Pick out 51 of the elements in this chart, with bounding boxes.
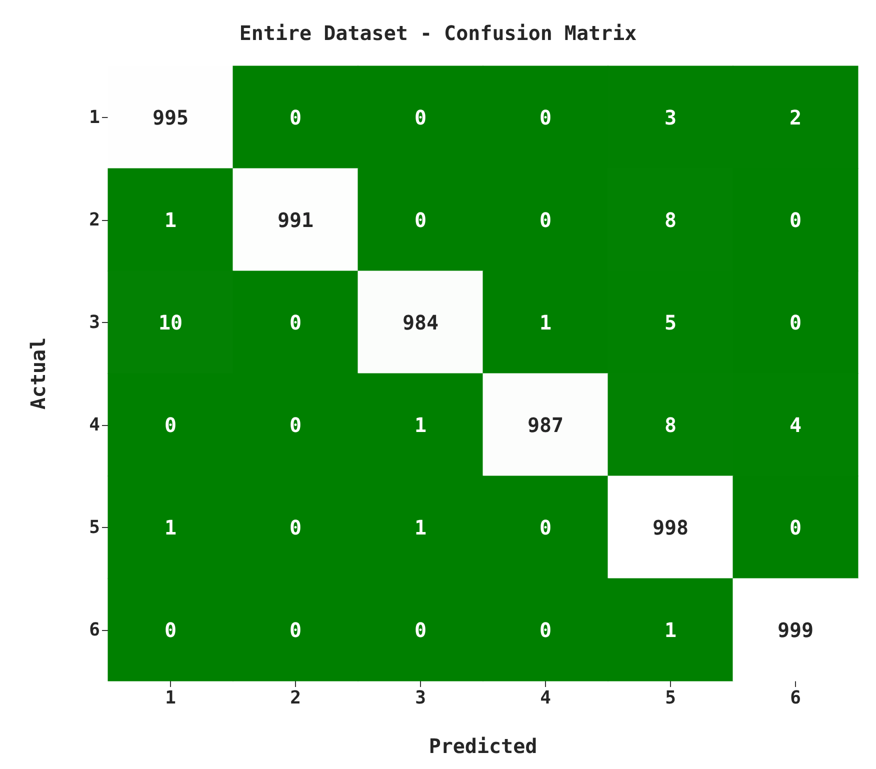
data-label: 4 (789, 412, 802, 437)
x-tick-label: 5 (665, 688, 676, 708)
data-label: 999 (777, 618, 814, 642)
x-tick-label: 3 (415, 688, 426, 708)
x-tick-label: 2 (290, 688, 301, 708)
data-label: 8 (664, 412, 677, 437)
x-axis-title: Predicted (428, 734, 538, 758)
chart-title: Entire Dataset - Confusion Matrix (239, 21, 637, 45)
data-label: 0 (414, 208, 427, 232)
x-tick-label: 6 (790, 688, 801, 708)
y-tick-label: 6 (89, 619, 100, 640)
data-label: 0 (289, 310, 302, 334)
data-label: 984 (402, 310, 439, 334)
y-tick-label: 3 (89, 312, 100, 333)
data-label: 0 (539, 515, 552, 540)
data-label: 987 (527, 412, 564, 437)
x-tick-label: 1 (165, 688, 176, 708)
data-label: 1 (664, 618, 677, 642)
data-label: 0 (289, 105, 302, 130)
data-label: 0 (414, 105, 427, 130)
data-label: 0 (789, 515, 802, 540)
data-label: 0 (789, 208, 802, 232)
data-label: 3 (664, 105, 677, 130)
data-label: 5 (664, 310, 677, 334)
y-axis-title: Actual (26, 337, 50, 410)
data-label: 10 (158, 310, 183, 334)
data-label: 998 (652, 515, 689, 540)
data-label: 0 (289, 412, 302, 437)
data-label: 0 (164, 618, 177, 642)
data-label: 0 (789, 310, 802, 334)
data-label: 991 (277, 208, 314, 232)
data-label: 8 (664, 208, 677, 232)
y-tick-label: 1 (89, 106, 100, 128)
data-label: 0 (539, 208, 552, 232)
data-label: 1 (414, 412, 427, 437)
y-tick-label: 5 (89, 516, 100, 538)
data-label: 1 (414, 515, 427, 540)
data-label: 0 (164, 412, 177, 437)
data-label: 1 (164, 208, 177, 232)
data-label: 0 (539, 105, 552, 130)
data-label: 995 (152, 105, 189, 130)
y-tick-label: 2 (89, 209, 100, 230)
x-tick-label: 4 (540, 688, 552, 708)
data-label: 0 (414, 618, 427, 642)
data-label: 2 (789, 105, 802, 130)
data-label: 1 (164, 515, 177, 540)
y-tick-label: 4 (89, 414, 100, 436)
data-label: 0 (289, 515, 302, 540)
data-label: 0 (539, 618, 552, 642)
data-label: 1 (539, 310, 552, 334)
data-label: 0 (289, 618, 302, 642)
